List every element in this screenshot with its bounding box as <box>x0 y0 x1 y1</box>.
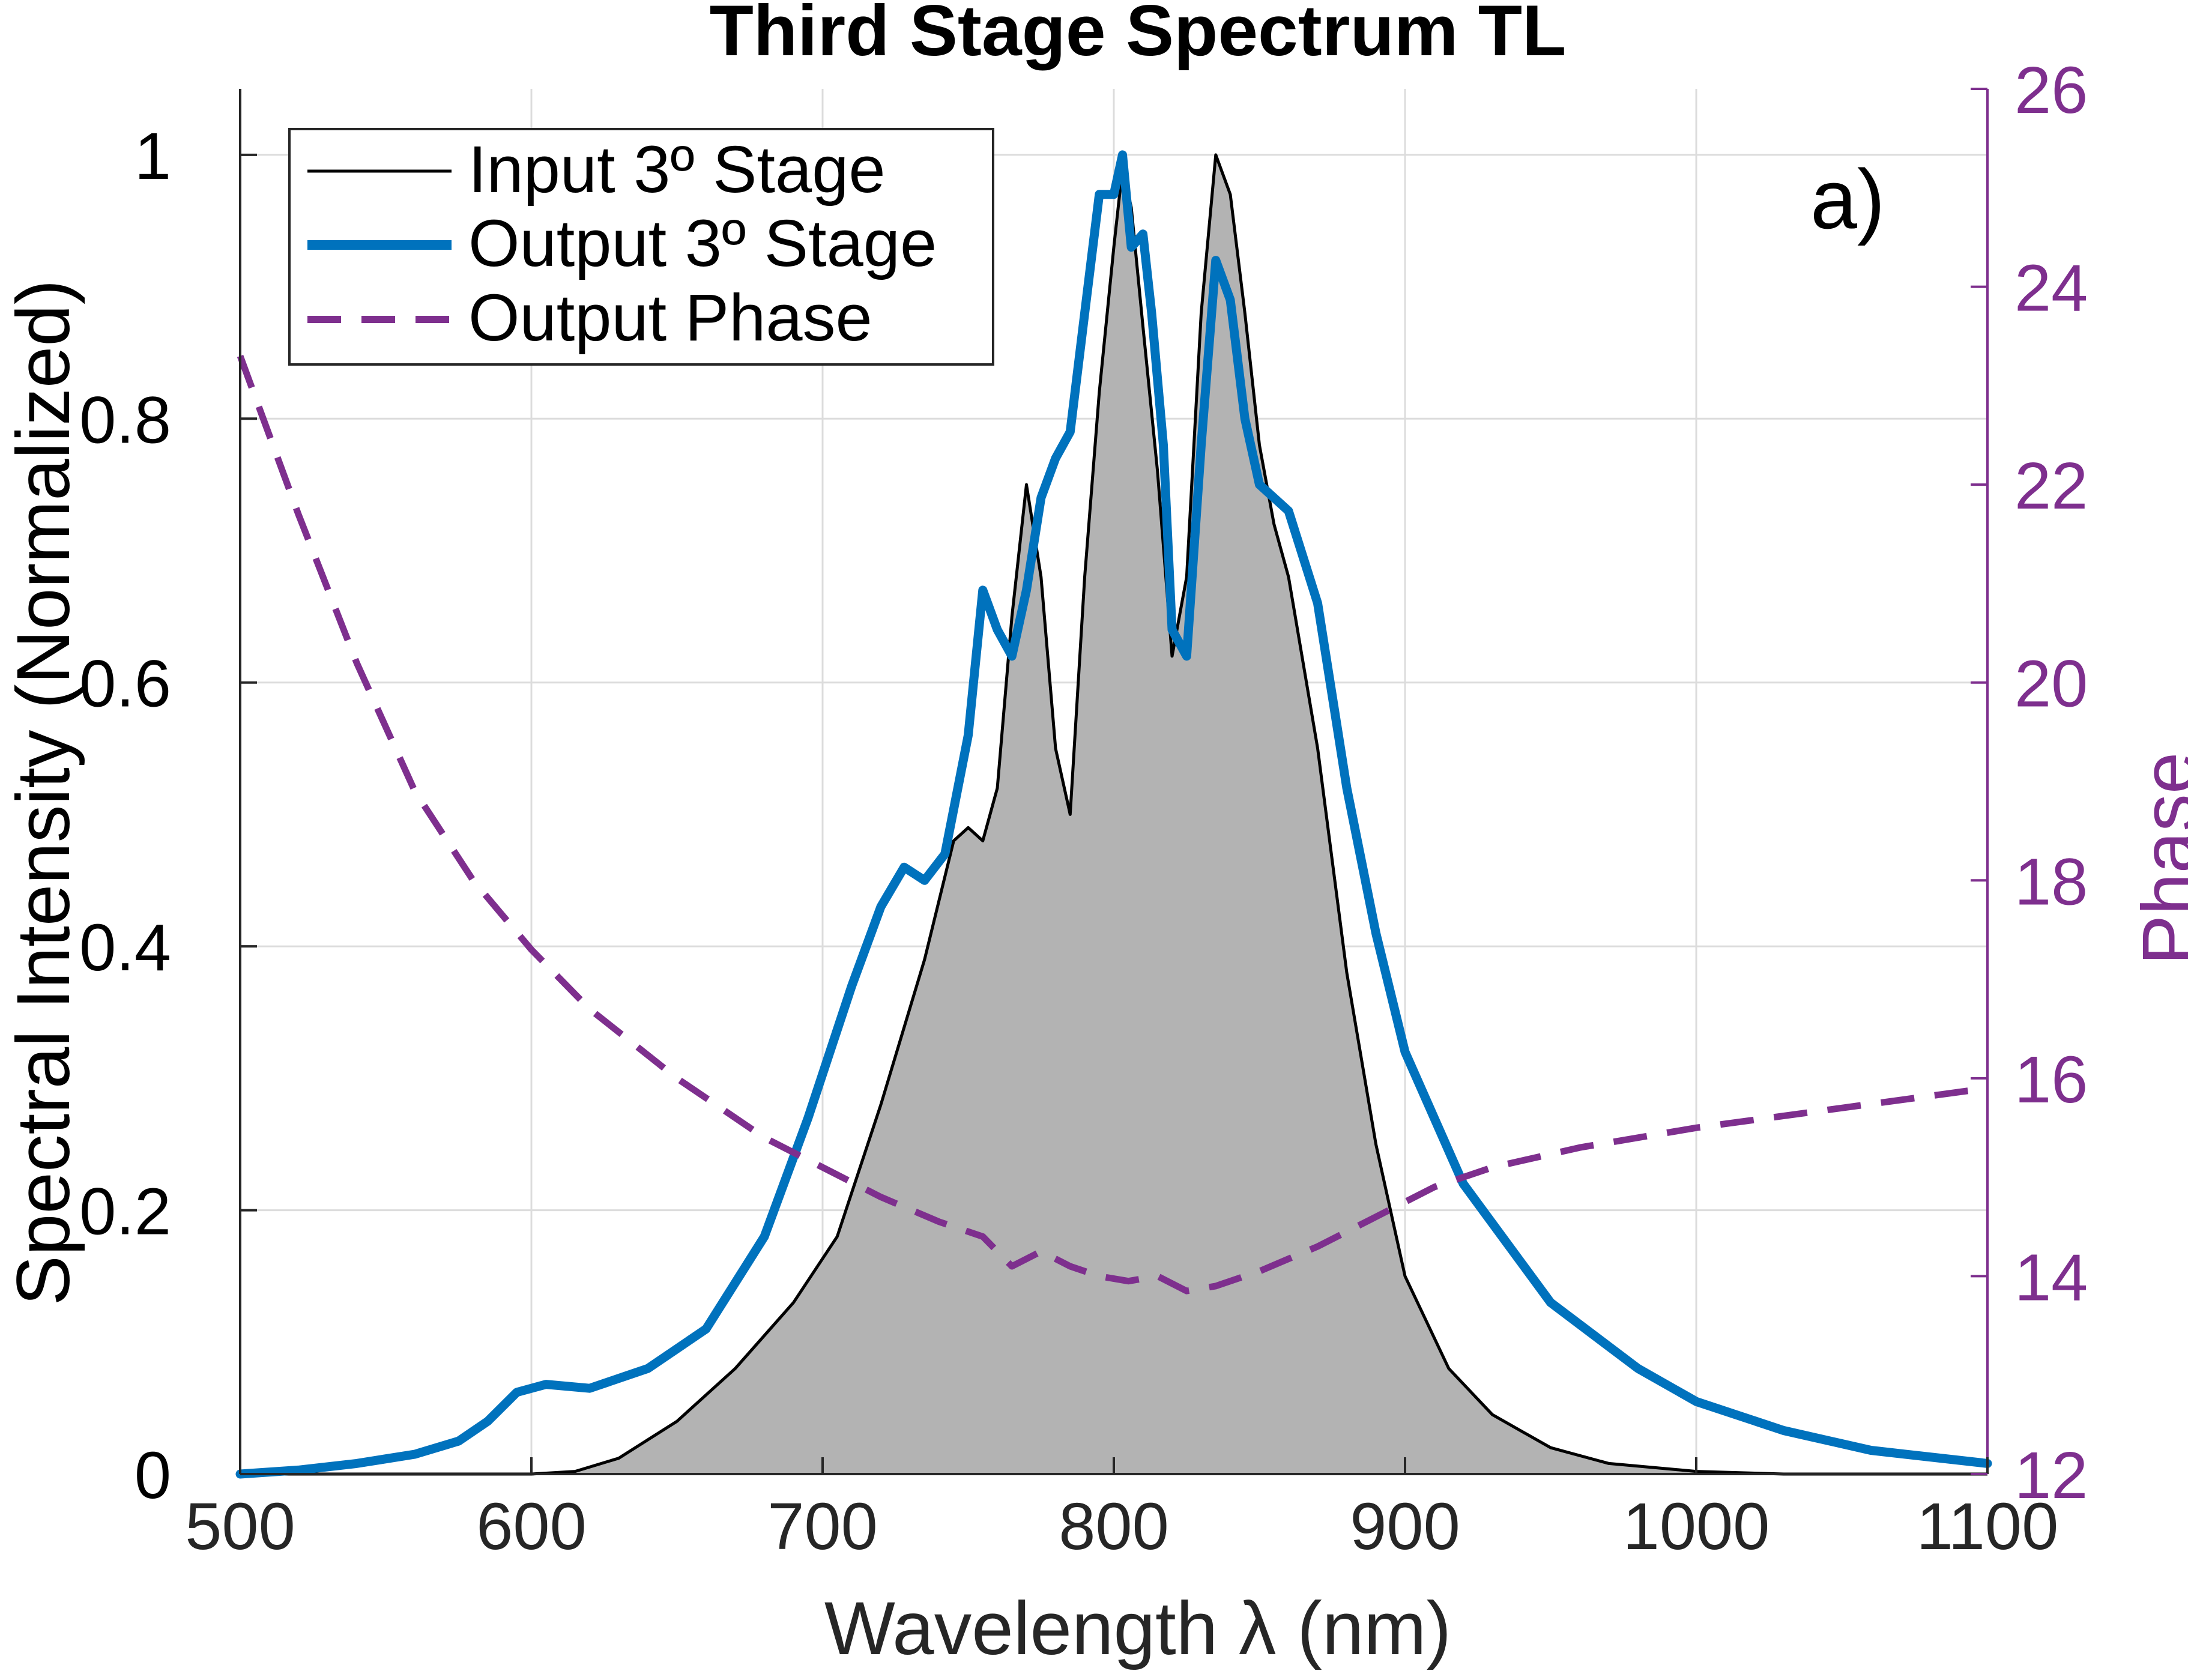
y-tick-label: 0 <box>134 1439 171 1512</box>
y-right-tick-label: 22 <box>2014 449 2088 523</box>
y-right-tick-label: 20 <box>2014 647 2088 721</box>
y-tick-label: 0.2 <box>79 1175 171 1249</box>
x-axis-label: Wavelength λ (nm) <box>824 1587 1451 1670</box>
chart-title: Third Stage Spectrum TL <box>710 0 1567 71</box>
y-right-tick-label: 18 <box>2014 845 2088 919</box>
panel-annotation: a) <box>1810 152 1885 246</box>
x-tick-label: 1100 <box>1917 1490 2059 1564</box>
output-spectrum-line <box>235 150 1992 1479</box>
ticks: 500 600 700 800 900 1000 1100 0 0.2 0.4 0.6 0.8 1 12 1… <box>79 53 2088 1564</box>
legend-label-output: Output 3º Stage <box>468 207 937 280</box>
output-phase-line <box>237 355 1988 1295</box>
y-right-tick-label: 12 <box>2014 1439 2088 1512</box>
series-layer <box>235 150 1992 1479</box>
y-right-tick-label: 24 <box>2014 252 2088 325</box>
y-axis-label: Spectral Intensity (Normalized) <box>2 280 85 1306</box>
legend-label-phase: Output Phase <box>468 281 872 355</box>
x-tick-label: 900 <box>1350 1490 1460 1564</box>
input-spectrum-fill <box>240 154 1987 1475</box>
x-tick-label: 600 <box>476 1490 587 1564</box>
x-tick-label: 800 <box>1059 1490 1169 1564</box>
y-tick-label: 0.4 <box>79 911 171 985</box>
x-tick-label: 500 <box>185 1490 295 1564</box>
y-axis-right-label: Phase <box>2127 752 2188 965</box>
legend-label-input: Input 3º Stage <box>468 133 886 207</box>
legend: Input 3º Stage Output 3º Stage Output Ph… <box>288 128 994 366</box>
y-tick-label: 0.8 <box>79 383 171 457</box>
y-right-tick-label: 14 <box>2014 1240 2088 1314</box>
x-tick-label: 1000 <box>1623 1490 1770 1564</box>
y-tick-label: 1 <box>134 119 171 193</box>
y-right-tick-label: 16 <box>2014 1043 2088 1117</box>
y-right-tick-label: 26 <box>2014 53 2088 127</box>
x-tick-label: 700 <box>767 1490 878 1564</box>
y-tick-label: 0.6 <box>79 647 171 721</box>
